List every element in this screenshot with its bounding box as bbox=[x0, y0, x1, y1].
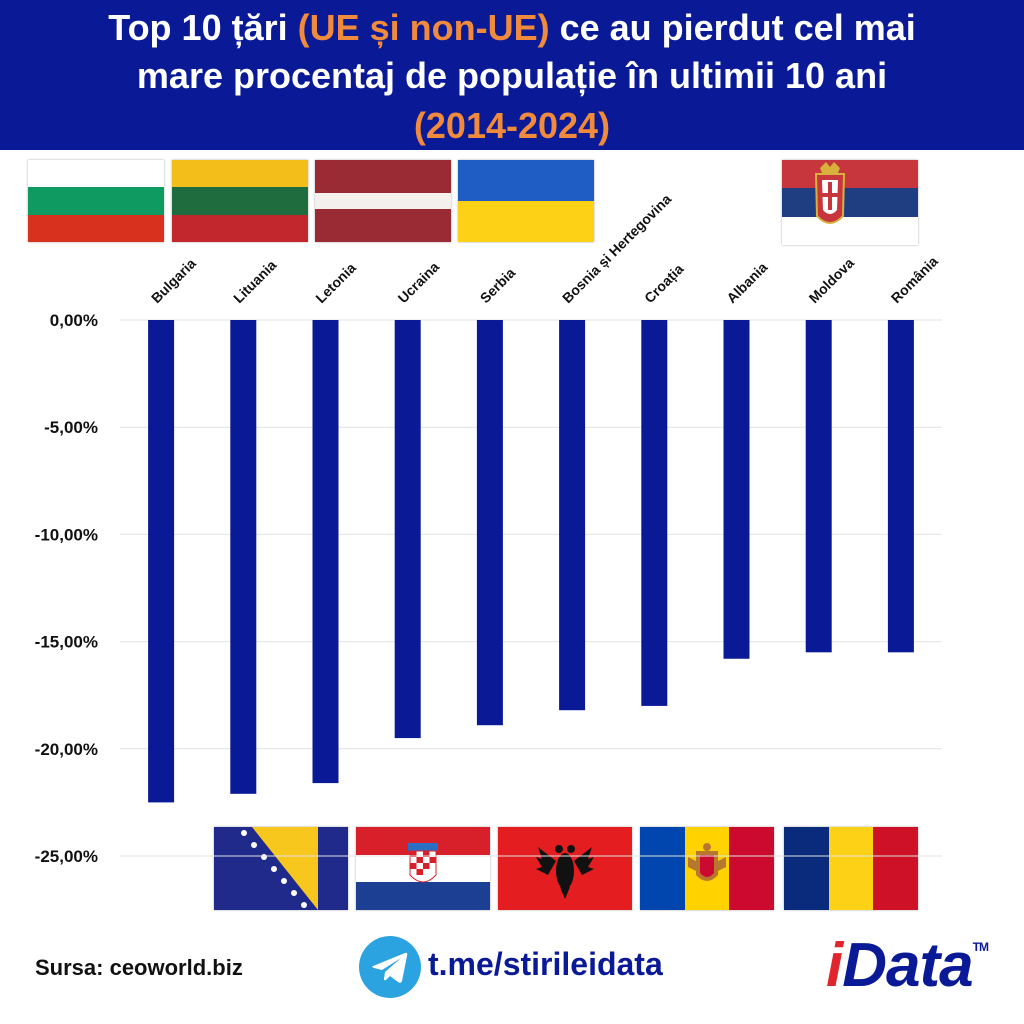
title-suffix: ce au pierdut cel mai bbox=[549, 7, 916, 48]
y-tick-label: -10,00% bbox=[35, 525, 98, 544]
x-category-label: Letonia bbox=[312, 259, 359, 306]
y-tick-label: -25,00% bbox=[35, 847, 98, 866]
logo-i: i bbox=[826, 931, 843, 1000]
bulgaria-flag bbox=[28, 160, 164, 242]
y-tick-label: 0,00% bbox=[50, 311, 98, 330]
telegram-icon[interactable] bbox=[359, 936, 421, 998]
croatia-coat-of-arms-icon bbox=[408, 843, 438, 883]
bar bbox=[476, 320, 503, 726]
x-category-label: Croația bbox=[641, 261, 687, 307]
croatia-flag bbox=[356, 827, 490, 910]
title-line-1: Top 10 țări (UE și non-UE) ce au pierdut… bbox=[0, 6, 1024, 50]
bar bbox=[887, 320, 914, 653]
title-prefix: Top 10 țări bbox=[108, 7, 298, 48]
serbia-coat-of-arms-icon bbox=[814, 162, 846, 224]
moldova-flag bbox=[640, 827, 774, 910]
bar bbox=[148, 320, 175, 803]
title-line-2: mare procentaj de populație în ultimii 1… bbox=[136, 55, 888, 96]
x-category-label: Lituania bbox=[230, 257, 279, 306]
latvia-flag bbox=[315, 160, 451, 242]
title-highlight: (UE și non-UE) bbox=[297, 7, 550, 48]
title-banner: Top 10 țări (UE și non-UE) ce au pierdut… bbox=[0, 0, 1024, 150]
x-category-label: România bbox=[888, 253, 941, 306]
x-category-label: Bulgaria bbox=[148, 255, 199, 306]
x-category-label: Ucraina bbox=[395, 258, 443, 306]
source-label: Sursa: ceoworld.biz bbox=[35, 955, 243, 980]
idata-logo: iDataTM bbox=[826, 930, 989, 1001]
serbia-flag bbox=[782, 160, 918, 245]
bar bbox=[230, 320, 257, 794]
bar bbox=[394, 320, 421, 739]
x-category-label: Albania bbox=[723, 259, 770, 306]
lithuania-flag bbox=[172, 160, 308, 242]
y-tick-label: -5,00% bbox=[44, 418, 98, 437]
bar bbox=[312, 320, 339, 784]
x-category-label: Serbia bbox=[477, 264, 519, 306]
logo-data: Data bbox=[842, 931, 973, 1000]
y-tick-label: -15,00% bbox=[35, 633, 98, 652]
x-category-label: Moldova bbox=[806, 255, 858, 307]
bar bbox=[641, 320, 668, 706]
bar bbox=[723, 320, 750, 659]
romania-flag bbox=[784, 827, 918, 910]
bar bbox=[559, 320, 586, 711]
double-headed-eagle-icon bbox=[536, 845, 594, 899]
logo-trademark: TM bbox=[972, 940, 989, 954]
telegram-link[interactable]: t.me/stirileidata bbox=[428, 946, 663, 982]
title-line-3: (2014-2024) bbox=[413, 105, 611, 146]
ukraine-flag bbox=[458, 160, 594, 242]
albania-flag bbox=[498, 827, 632, 910]
y-tick-label: -20,00% bbox=[35, 740, 98, 759]
bosnia-flag bbox=[214, 827, 348, 910]
moldova-coat-of-arms-icon bbox=[688, 843, 726, 881]
bar bbox=[805, 320, 832, 653]
